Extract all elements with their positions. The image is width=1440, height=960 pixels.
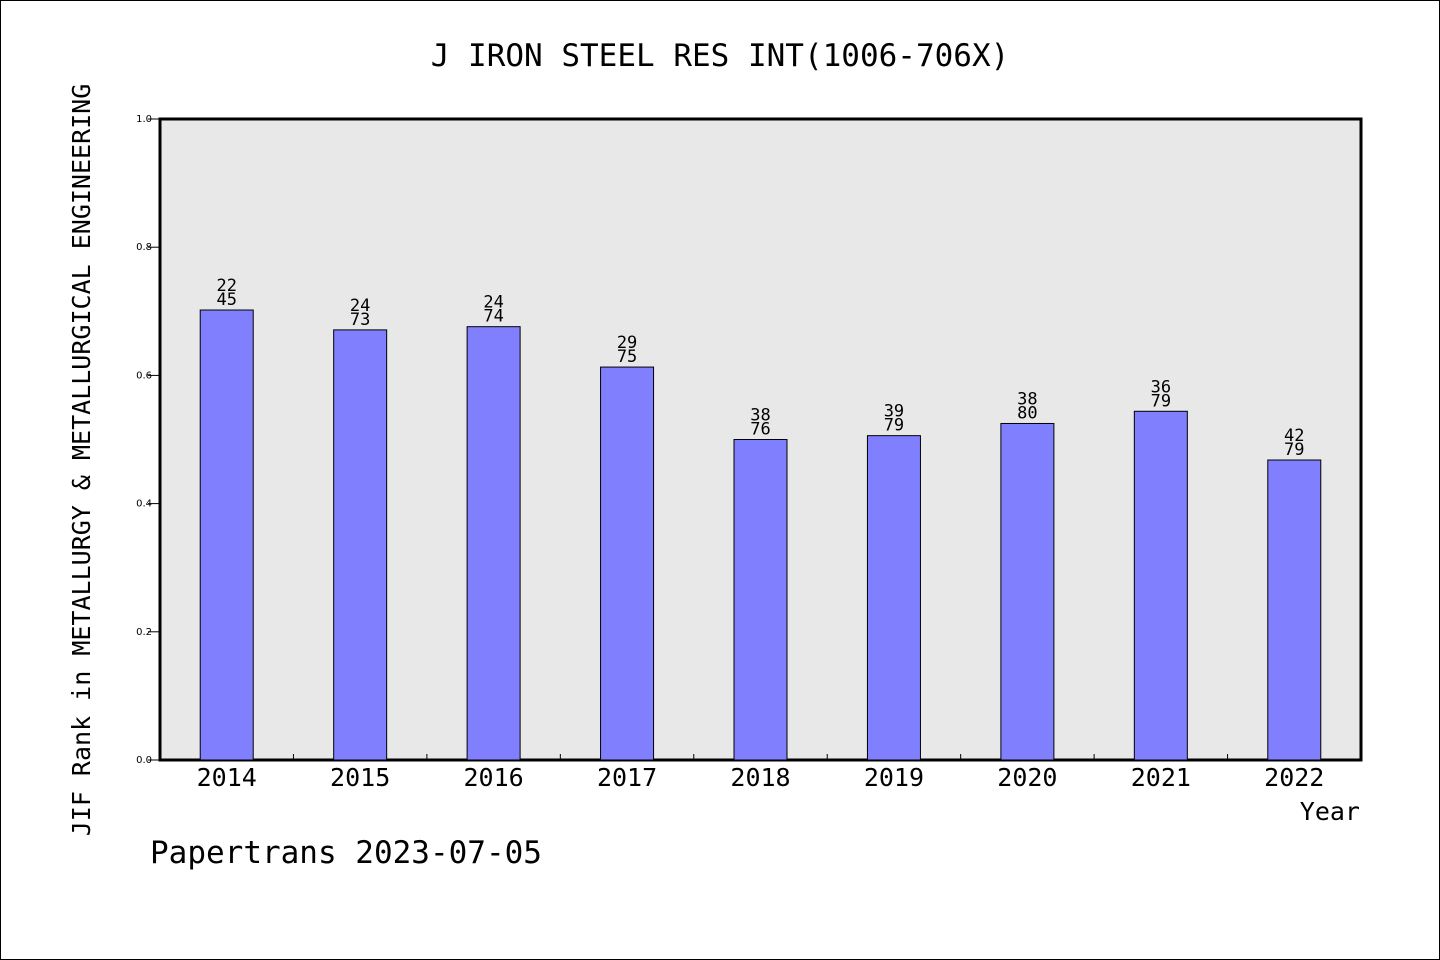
x-tick-label: 2016 (464, 763, 524, 792)
bar-label-total: 74 (483, 307, 503, 327)
bar-2015 (333, 329, 388, 761)
bar-label-rank: 24 (483, 293, 503, 313)
bar-2017 (600, 366, 655, 761)
y-tick-label: 0.2 (136, 627, 152, 638)
bar-label-total: 79 (1151, 391, 1171, 411)
bar-label-rank: 38 (1017, 389, 1037, 409)
bar-label-total: 75 (617, 347, 637, 367)
bar-2021 (1133, 410, 1188, 761)
chart-title: J IRON STEEL RES INT(1006-706X) (431, 38, 1010, 74)
bar-2016 (466, 326, 521, 761)
bar-label-total: 73 (350, 310, 370, 330)
footer-credit: Papertrans 2023-07-05 (150, 835, 542, 871)
y-tick-label: 1.0 (136, 114, 152, 125)
y-axis-label: JIF Rank in METALLURGY & METALLURGICAL E… (67, 84, 96, 837)
bar-2020 (1000, 422, 1055, 761)
bar-label-total: 76 (750, 420, 770, 440)
bar-label-rank: 36 (1151, 377, 1171, 397)
x-tick-label: 2015 (330, 763, 390, 792)
x-axis-label: Year (1300, 797, 1360, 826)
x-tick-label: 2022 (1264, 763, 1324, 792)
y-tick-label: 0.6 (136, 370, 152, 381)
bar-label-total: 45 (216, 290, 236, 310)
bar-2019 (866, 435, 921, 761)
x-tick-label: 2018 (730, 763, 790, 792)
bar-label-total: 80 (1017, 403, 1037, 423)
bar-label-rank: 22 (216, 276, 236, 296)
x-axis: 2014 2015 2016 2017 2018 2019 2020 2021 2022 (197, 754, 1324, 792)
bar-label-total: 79 (1284, 440, 1304, 460)
x-tick-label: 2020 (997, 763, 1057, 792)
bar-label-rank: 39 (884, 402, 904, 422)
x-tick-label: 2014 (197, 763, 257, 792)
bar-2014 (199, 309, 254, 761)
bar-label-rank: 38 (750, 406, 770, 426)
bar-2022 (1267, 459, 1322, 761)
bar-label-rank: 42 (1284, 426, 1304, 446)
bar-label-total: 79 (884, 416, 904, 436)
bar-label-rank: 24 (350, 296, 370, 316)
bar-2018 (733, 439, 788, 761)
x-tick-label: 2019 (864, 763, 924, 792)
x-tick-label: 2017 (597, 763, 657, 792)
x-tick-label: 2021 (1131, 763, 1191, 792)
bar-label-rank: 29 (617, 333, 637, 353)
y-tick-label: 0.8 (136, 242, 152, 253)
y-tick-label: 0.4 (136, 499, 152, 510)
y-tick-label: 0.0 (136, 755, 152, 766)
y-axis: 0.0 0.2 0.4 0.6 0.8 1.0 (136, 114, 160, 766)
